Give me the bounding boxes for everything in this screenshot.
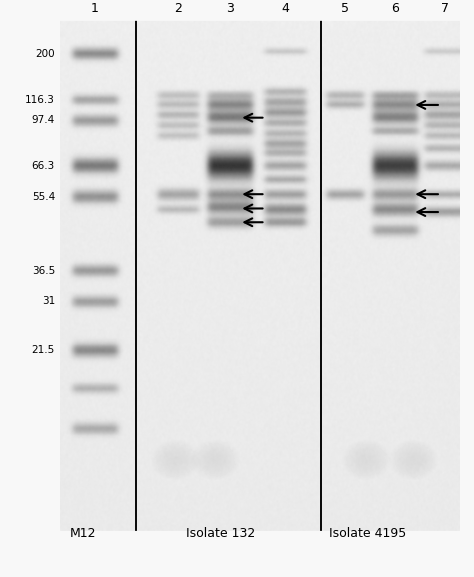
Text: 4: 4 [281, 2, 289, 15]
Text: 66.3: 66.3 [32, 161, 55, 171]
Text: 3: 3 [226, 2, 234, 15]
Text: 2: 2 [174, 2, 182, 15]
Text: M12: M12 [70, 527, 96, 540]
Text: 36.5: 36.5 [32, 265, 55, 276]
Text: 116.3: 116.3 [25, 95, 55, 105]
Text: 31: 31 [42, 297, 55, 306]
Text: Isolate 132: Isolate 132 [186, 527, 255, 540]
Text: 5: 5 [341, 2, 349, 15]
Text: 200: 200 [36, 49, 55, 59]
Text: 97.4: 97.4 [32, 115, 55, 125]
Text: 6: 6 [391, 2, 399, 15]
Text: 55.4: 55.4 [32, 192, 55, 202]
Text: 1: 1 [91, 2, 99, 15]
Text: Isolate 4195: Isolate 4195 [329, 527, 406, 540]
Text: 7: 7 [441, 2, 449, 15]
Text: 21.5: 21.5 [32, 345, 55, 355]
